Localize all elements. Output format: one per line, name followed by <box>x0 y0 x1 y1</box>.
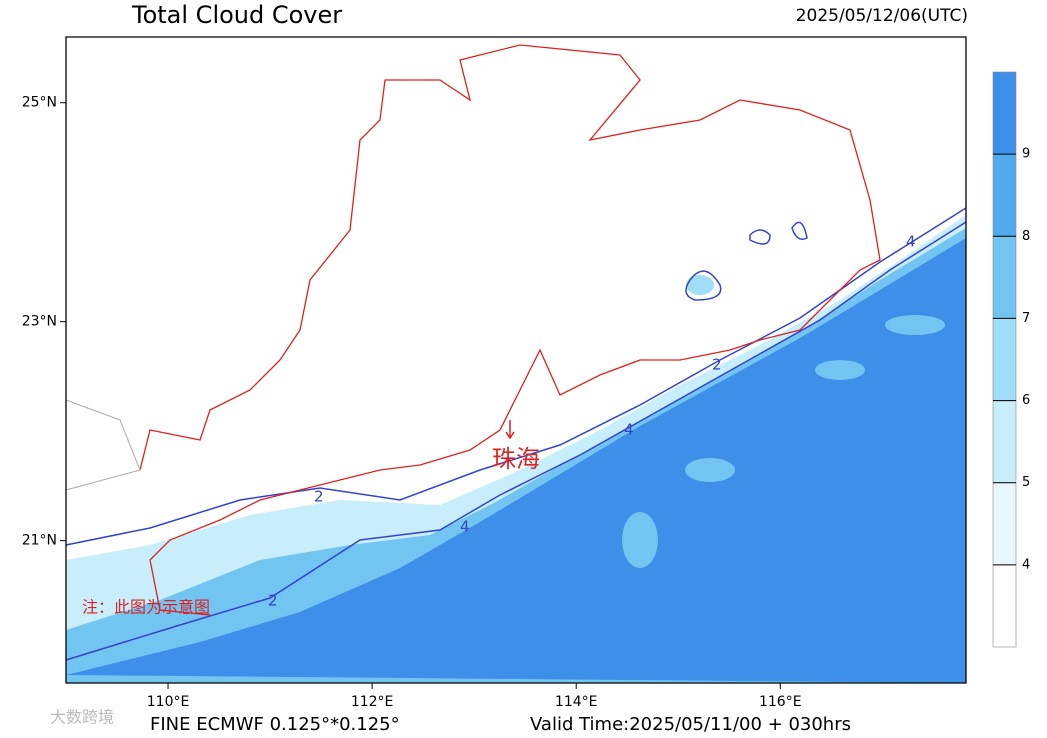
province-border <box>65 399 141 491</box>
contour-line <box>65 207 967 546</box>
lat-tick-label: 23°N <box>22 314 57 330</box>
colorbar-swatch <box>992 153 1017 237</box>
colorbar-swatch <box>992 318 1017 401</box>
lon-tick-label: 110°E <box>147 694 190 710</box>
contour-label: 2 <box>712 356 722 374</box>
contour-line <box>65 221 967 661</box>
contour-label: 4 <box>624 421 634 439</box>
colorbar-swatch <box>992 400 1017 484</box>
watermark: 大数跨境 <box>50 708 114 727</box>
colorbar-label: 7 <box>1022 311 1030 326</box>
time: 2025/05/12/06(UTC) <box>796 6 968 26</box>
contour-label: 2 <box>314 488 324 506</box>
cloud-patch <box>885 315 945 335</box>
contour-label: 4 <box>460 518 470 536</box>
colorbar-label: 8 <box>1022 229 1030 244</box>
note: 注：此图为示意图 <box>82 598 210 617</box>
colorbar-label: 6 <box>1022 393 1030 408</box>
cloud-patch <box>622 512 658 568</box>
lon-tick-label: 112°E <box>351 694 394 710</box>
contour-label: 4 <box>906 233 916 251</box>
cloud-patch <box>686 275 714 295</box>
lon-tick-label: 114°E <box>555 694 598 710</box>
lon-tick-label: 116°E <box>759 694 802 710</box>
contour-label: 2 <box>268 592 278 610</box>
map-frame <box>65 36 967 684</box>
city-arrow <box>505 420 515 440</box>
map-area: 珠海 注：此图为示意图 2 2 2 4 4 4 <box>65 36 967 684</box>
cloud-patch <box>815 360 865 380</box>
colorbar-swatch <box>992 564 1017 648</box>
colorbar-swatch <box>992 235 1017 319</box>
colorbar-label: 4 <box>1022 557 1030 572</box>
colorbar-swatch <box>992 482 1017 566</box>
title: Total Cloud Cover <box>131 1 342 29</box>
colorbar-swatch <box>992 71 1017 155</box>
cloud-band-9 <box>66 238 966 683</box>
city-label: 珠海 <box>492 445 540 473</box>
colorbar-label: 5 <box>1022 475 1030 490</box>
lat-tick-label: 21°N <box>22 533 57 549</box>
colorbar-label: 9 <box>1022 147 1030 162</box>
colorbar: 4 5 6 7 8 9 <box>992 71 1030 648</box>
lat-tick-label: 25°N <box>22 95 57 111</box>
coastline <box>139 44 881 616</box>
model-label: FINE ECMWF 0.125°*0.125° <box>150 714 400 735</box>
valid-time: Valid Time:2025/05/11/00 + 030hrs <box>530 714 851 735</box>
contour-loop <box>685 221 808 301</box>
cloud-patch <box>685 458 735 482</box>
